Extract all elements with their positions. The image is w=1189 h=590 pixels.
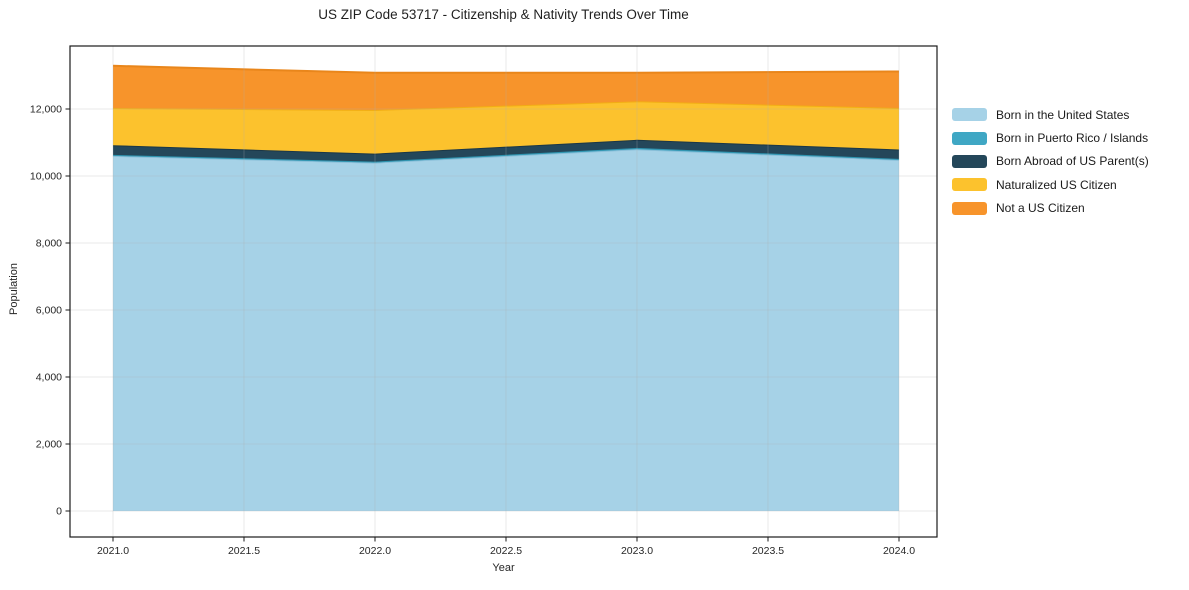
- area-not-a-us-citizen: [113, 65, 899, 110]
- legend-label: Naturalized US Citizen: [996, 177, 1117, 192]
- legend-item-born-abroad-of-us-parent-s: Born Abroad of US Parent(s): [952, 150, 1149, 173]
- area-born-in-the-united-states: [113, 149, 899, 511]
- x-tick-label: 2021.0: [97, 545, 129, 557]
- x-tick-label: 2022.0: [359, 545, 391, 557]
- y-tick-label: 4,000: [36, 372, 62, 384]
- y-tick-label: 6,000: [36, 305, 62, 317]
- legend-item-not-a-us-citizen: Not a US Citizen: [952, 197, 1149, 220]
- x-tick-label: 2024.0: [883, 545, 915, 557]
- areas-group: [112, 64, 900, 511]
- legend-swatch: [952, 201, 987, 215]
- chart-title: US ZIP Code 53717 - Citizenship & Nativi…: [318, 7, 689, 22]
- x-axis-label: Year: [492, 562, 515, 574]
- legend-label: Not a US Citizen: [996, 201, 1085, 216]
- y-tick-label: 10,000: [30, 171, 62, 183]
- area-naturalized-us-citizen: [113, 101, 899, 154]
- x-tick-label: 2021.5: [228, 545, 260, 557]
- ticks-group: 2021.0 2021.5 2022.0 2022.5 2023.0 2023.5 2024…: [30, 104, 915, 557]
- legend-label: Born in Puerto Rico / Islands: [996, 131, 1149, 146]
- area-born-abroad-of-us-parent-s: [113, 139, 899, 162]
- legend-swatch: [952, 108, 987, 122]
- area-edge-not-a-us-citizen: [112, 64, 900, 74]
- legend-label: Born in the United States: [996, 107, 1130, 122]
- y-tick-label: 2,000: [36, 439, 62, 451]
- plot-frame: [69, 45, 938, 538]
- x-tick-label: 2022.5: [490, 545, 522, 557]
- legend-item-born-in-puerto-rico-islands: Born in Puerto Rico / Islands: [952, 126, 1149, 149]
- y-axis-label: Population: [8, 263, 20, 315]
- legend: Born in the United States Born in Puerto …: [952, 103, 1149, 220]
- legend-swatch: [952, 154, 987, 168]
- grid-group: [70, 46, 937, 537]
- y-tick-label: 12,000: [30, 104, 62, 116]
- legend-item-naturalized-us-citizen: Naturalized US Citizen: [952, 173, 1149, 196]
- x-tick-label: 2023.0: [621, 545, 653, 557]
- legend-swatch: [952, 131, 987, 145]
- y-tick-label: 0: [56, 506, 62, 518]
- legend-item-born-in-the-united-states: Born in the United States: [952, 103, 1149, 126]
- legend-swatch: [952, 178, 987, 192]
- legend-label: Born Abroad of US Parent(s): [996, 154, 1149, 169]
- x-tick-label: 2023.5: [752, 545, 784, 557]
- y-tick-label: 8,000: [36, 238, 62, 250]
